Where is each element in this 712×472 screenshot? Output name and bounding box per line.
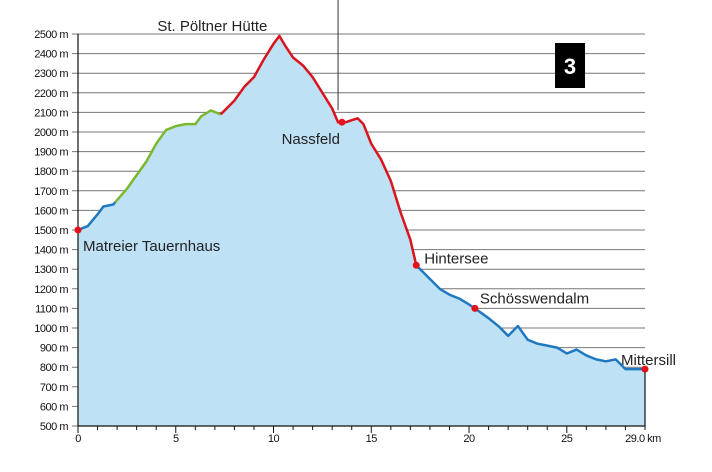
y-tick-label: 2200 m [34, 88, 68, 100]
y-tick-label: 1800 m [34, 166, 68, 178]
stage-number: 3 [564, 54, 576, 79]
profile-line-green [114, 109, 222, 204]
y-tick-label: 800 m [40, 362, 68, 374]
y-tick-label: 1300 m [34, 264, 68, 276]
y-tick-label: 1000 m [34, 323, 68, 335]
y-tick-label: 1400 m [34, 245, 68, 257]
waypoint-label: Schösswendalm [480, 290, 589, 307]
x-tick-label: 10 [268, 433, 280, 445]
y-tick-label: 2000 m [34, 127, 68, 139]
y-tick-label: 600 m [40, 401, 68, 413]
profile-line-red [219, 34, 418, 266]
profile-line-blue [77, 201, 117, 232]
y-tick-label: 2400 m [34, 49, 68, 61]
waypoint-marker [412, 261, 420, 269]
y-tick-label: 1600 m [34, 205, 68, 217]
y-tick-label: 1900 m [34, 147, 68, 159]
waypoint-marker [74, 226, 82, 234]
y-tick-label: 1500 m [34, 225, 68, 237]
x-tick-label: 5 [173, 433, 179, 445]
waypoint-marker [641, 365, 649, 373]
waypoint-label: Hintersee [424, 250, 488, 267]
y-tick-label: 500 m [40, 421, 68, 433]
y-tick-label: 700 m [40, 382, 68, 394]
x-end-label: 29.0 km [625, 433, 661, 445]
y-tick-label: 2300 m [34, 68, 68, 80]
stage-badge [555, 43, 585, 88]
y-tick-label: 1200 m [34, 284, 68, 296]
x-tick-label: 25 [561, 433, 573, 445]
y-tick-label: 900 m [40, 343, 68, 355]
y-tick-label: 1700 m [34, 186, 68, 198]
x-tick-label: 20 [463, 433, 475, 445]
waypoint-label: St. Pöltner Hütte [157, 18, 267, 35]
y-tick-label: 1100 m [35, 303, 68, 315]
profile-line-blue [415, 264, 645, 371]
x-tick-label: 15 [366, 433, 378, 445]
waypoint-label: Mittersill [621, 352, 676, 369]
waypoint-marker [338, 118, 346, 126]
waypoint-marker [471, 304, 479, 312]
waypoint-label: Matreier Tauernhaus [83, 238, 220, 255]
x-tick-label: 0 [75, 433, 81, 445]
y-tick-label: 2500 m [34, 29, 68, 41]
profile-area [78, 35, 645, 427]
waypoint-label: Nassfeld [282, 131, 340, 148]
y-tick-label: 2100 m [34, 107, 68, 119]
